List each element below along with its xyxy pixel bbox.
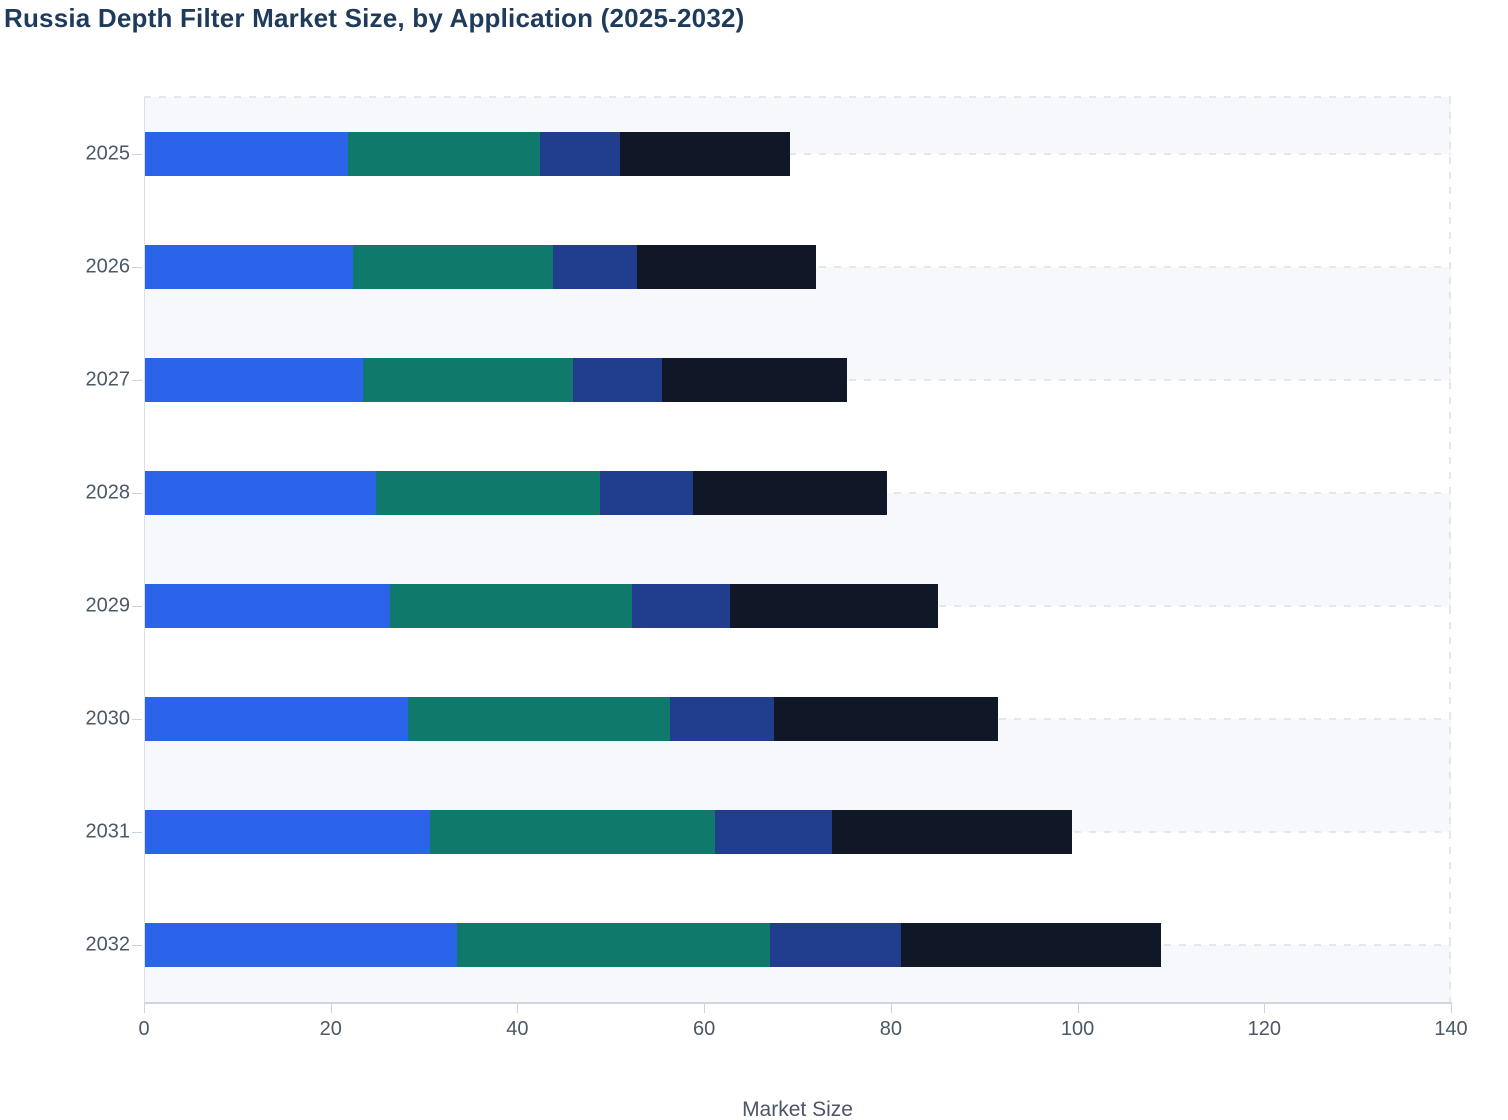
bar-2031-segment-2-teal[interactable]	[429, 810, 716, 855]
bar-2030-segment-2-teal[interactable]	[408, 697, 670, 742]
bar-2028-segment-4-navy[interactable]	[692, 470, 888, 515]
y-tick-label-2030: 2030	[85, 707, 131, 730]
bar-2026-segment-3-darkblue[interactable]	[552, 244, 637, 289]
bar-2031-segment-1-blue[interactable]	[144, 810, 430, 855]
y-tick-mark	[132, 266, 142, 268]
bar-2026-segment-1-blue[interactable]	[144, 244, 354, 289]
bar-2028-segment-3-darkblue[interactable]	[599, 470, 693, 515]
bar-2025-segment-2-teal[interactable]	[347, 131, 540, 176]
y-tick-label-2029: 2029	[85, 594, 131, 617]
bar-2025	[144, 131, 791, 176]
bar-2032-segment-2-teal[interactable]	[456, 923, 771, 968]
bar-2032	[144, 923, 1161, 968]
bar-2027	[144, 357, 847, 402]
bar-2026-segment-4-navy[interactable]	[636, 244, 817, 289]
x-tick-label: 60	[693, 1018, 716, 1040]
y-tick-mark	[132, 719, 142, 721]
bar-2032-segment-1-blue[interactable]	[144, 923, 457, 968]
bar-2031	[144, 810, 1072, 855]
x-tick-label: 20	[319, 1018, 342, 1040]
x-axis-line	[144, 1002, 1452, 1004]
chart-title: Russia Depth Filter Market Size, by Appl…	[4, 3, 745, 33]
bar-2031-segment-3-darkblue[interactable]	[715, 810, 833, 855]
y-tick-label-2028: 2028	[85, 481, 131, 504]
y-tick-label-2025: 2025	[85, 142, 131, 165]
bar-2027-segment-2-teal[interactable]	[363, 357, 574, 402]
bar-2026	[144, 244, 817, 289]
y-tick-label-2032: 2032	[85, 933, 131, 956]
bar-2026-segment-2-teal[interactable]	[353, 244, 553, 289]
plot-right-dashed-border	[1449, 97, 1451, 1002]
bar-2027-segment-3-darkblue[interactable]	[573, 357, 663, 402]
bar-2025-segment-3-darkblue[interactable]	[539, 131, 621, 176]
x-tick-mark	[517, 1004, 519, 1013]
bar-2030-segment-3-darkblue[interactable]	[669, 697, 775, 742]
bar-2028-segment-1-blue[interactable]	[144, 470, 376, 515]
x-tick-mark	[144, 1004, 145, 1013]
x-tick-label: 80	[879, 1018, 902, 1040]
dashed-gridline	[144, 152, 1451, 155]
bar-2029-segment-2-teal[interactable]	[389, 584, 633, 629]
x-tick-mark	[890, 1004, 892, 1013]
y-tick-label-2026: 2026	[85, 255, 131, 278]
bar-2030-segment-4-navy[interactable]	[774, 697, 999, 742]
bar-2032-segment-4-navy[interactable]	[901, 923, 1161, 968]
x-axis-title: Market Size	[742, 1098, 853, 1120]
x-tick-mark	[330, 1004, 332, 1013]
plot-area	[144, 96, 1451, 1002]
bar-2028-segment-2-teal[interactable]	[375, 470, 600, 515]
bar-2031-segment-4-navy[interactable]	[832, 810, 1072, 855]
x-tick-mark	[1077, 1004, 1079, 1013]
bar-2025-segment-4-navy[interactable]	[620, 131, 791, 176]
x-tick-label: 40	[506, 1018, 529, 1040]
bar-2027-segment-4-navy[interactable]	[662, 357, 847, 402]
bar-2030-segment-1-blue[interactable]	[144, 697, 409, 742]
y-tick-mark	[132, 832, 142, 834]
y-tick-mark	[132, 492, 142, 494]
bar-2027-segment-1-blue[interactable]	[144, 357, 364, 402]
x-tick-label: 100	[1060, 1018, 1095, 1040]
bar-2028	[144, 470, 888, 515]
x-tick-mark	[1451, 1004, 1452, 1013]
y-tick-mark	[132, 379, 142, 381]
bar-2030	[144, 697, 999, 742]
y-axis-line	[144, 97, 145, 1003]
bar-2029	[144, 584, 938, 629]
x-tick-mark	[1264, 1004, 1266, 1013]
bar-2025-segment-1-blue[interactable]	[144, 131, 348, 176]
y-tick-mark	[132, 945, 142, 947]
y-tick-mark	[132, 606, 142, 608]
bar-2029-segment-3-darkblue[interactable]	[632, 584, 731, 629]
bar-2032-segment-3-darkblue[interactable]	[770, 923, 902, 968]
y-tick-mark	[132, 153, 142, 155]
y-tick-label-2031: 2031	[85, 820, 131, 843]
x-tick-label: 140	[1434, 1018, 1468, 1040]
dashed-gridline	[144, 96, 1451, 98]
y-tick-label-2027: 2027	[85, 368, 131, 391]
x-tick-label: 0	[138, 1018, 150, 1040]
bar-2029-segment-1-blue[interactable]	[144, 584, 390, 629]
x-tick-label: 120	[1247, 1018, 1281, 1040]
x-tick-mark	[704, 1004, 706, 1013]
bar-2029-segment-4-navy[interactable]	[730, 584, 938, 629]
